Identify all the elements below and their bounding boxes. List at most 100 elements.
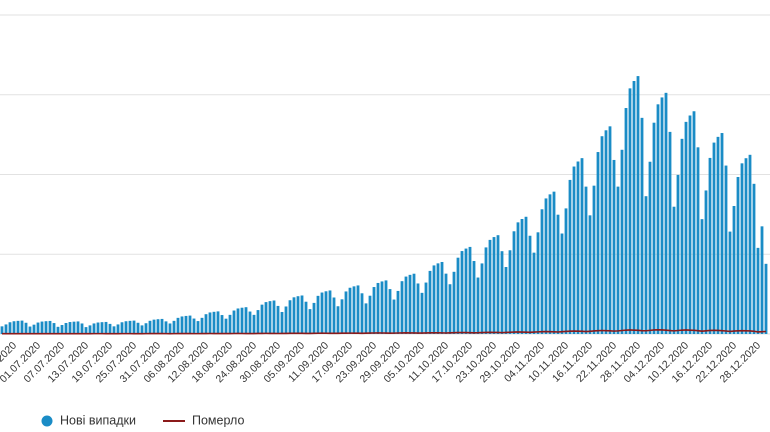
bar [424,282,428,334]
bar [348,287,352,334]
bar [168,323,172,334]
bar [580,158,584,334]
bar [100,322,104,334]
bar [444,273,448,334]
bar [620,149,624,334]
bar [532,252,536,334]
bar [440,261,444,334]
bar [456,257,460,334]
bar [136,322,140,334]
bar [312,302,316,334]
bar [240,307,244,334]
bar [332,297,336,334]
bar [380,281,384,334]
bar [88,325,92,334]
bar [96,322,100,334]
bar [276,305,280,334]
bar [352,286,356,334]
bar [244,307,248,334]
bar [716,136,720,334]
bar [672,206,676,334]
bar [356,285,360,334]
bar [528,235,532,334]
bar [632,81,636,334]
bar [544,198,548,334]
bar [636,76,640,334]
bar [680,138,684,334]
bar [392,299,396,334]
bar [612,159,616,334]
bar [232,310,236,334]
bar [472,261,476,334]
bar [652,122,656,334]
bar [436,263,440,334]
bar [564,208,568,334]
bar [196,321,200,334]
bar [300,295,304,334]
bar [624,108,628,334]
bar [60,325,64,334]
bar [140,325,144,334]
bar [216,311,220,334]
bar [104,321,108,334]
bar [468,246,472,334]
bar [572,166,576,334]
bar [188,315,192,334]
bar [500,251,504,334]
bar [404,276,408,334]
bar [384,280,388,334]
bar [764,263,768,334]
bar [12,321,16,334]
bar [536,232,540,334]
bar [152,319,156,334]
bar [492,237,496,334]
bar [292,297,296,334]
bar [476,277,480,334]
bar [272,300,276,334]
bar [4,324,8,334]
bar [728,231,732,334]
bar [112,326,116,334]
bar [460,251,464,334]
bar [180,316,184,334]
bar [200,317,204,334]
bar [120,322,124,334]
bar [48,320,52,334]
bar [204,314,208,334]
bar [504,267,508,334]
bar [548,194,552,334]
bar [252,314,256,334]
bar [28,326,32,334]
bar [208,312,212,334]
bar [432,265,436,334]
bar [80,323,84,334]
bar [304,301,308,334]
bar [428,270,432,334]
bar [740,163,744,334]
bar [172,320,176,334]
bar [408,274,412,334]
bar [320,292,324,334]
legend-label: Нові випадки [60,413,136,427]
bar [192,318,196,334]
bar [524,216,528,334]
bar [144,323,148,334]
bar [700,219,704,334]
bar [340,299,344,334]
bar [516,222,520,334]
bar [32,324,36,334]
bar [688,115,692,335]
bar [256,310,260,334]
bar [520,219,524,334]
bar [480,263,484,334]
bar [696,147,700,334]
bar [616,186,620,334]
bar [656,104,660,334]
bar [576,161,580,334]
bar [416,283,420,334]
bar [64,322,68,334]
bar [448,284,452,334]
bar [396,290,400,334]
bar [488,239,492,334]
